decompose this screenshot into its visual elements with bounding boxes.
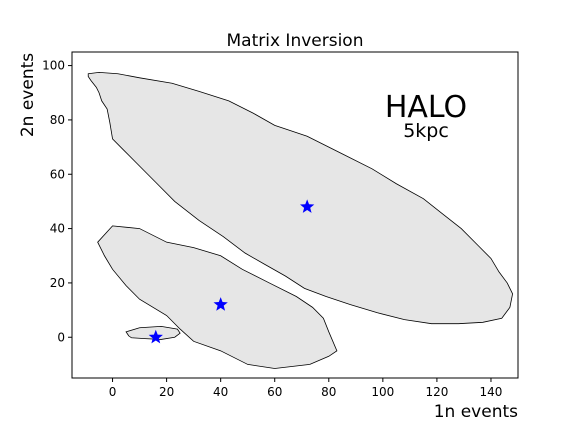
y-tick-label: 20 xyxy=(50,276,65,290)
annotation-title: HALO xyxy=(385,90,467,125)
annotation-subtitle: 5kpc xyxy=(403,120,449,142)
y-tick-label: 60 xyxy=(50,167,65,181)
y-tick-label: 40 xyxy=(50,222,65,236)
markers-layer xyxy=(148,199,315,344)
x-tick-label: 80 xyxy=(321,385,336,399)
y-tick-label: 80 xyxy=(50,113,65,127)
x-tick-label: 40 xyxy=(213,385,228,399)
region-3 xyxy=(125,325,181,340)
x-axis: 0 20 40 60 80 100 120 140 xyxy=(109,378,503,399)
x-tick-label: 100 xyxy=(371,385,394,399)
plot-frame xyxy=(71,51,519,379)
y-axis-label: 2n events xyxy=(18,53,38,137)
x-axis-label: 1n events xyxy=(434,402,518,422)
region-1 xyxy=(87,71,514,325)
region-2 xyxy=(97,225,338,369)
x-tick-label: 60 xyxy=(267,385,282,399)
y-axis: 0 20 40 60 80 100 xyxy=(42,59,72,344)
chart-title: Matrix Inversion xyxy=(227,31,364,51)
marker-star-1 xyxy=(300,199,315,213)
y-tick-label: 100 xyxy=(42,59,65,73)
y-tick-label: 0 xyxy=(57,330,65,344)
marker-star-2 xyxy=(213,297,228,311)
regions-layer xyxy=(87,71,514,369)
x-tick-label: 140 xyxy=(480,385,503,399)
x-tick-label: 20 xyxy=(159,385,174,399)
marker-star-3 xyxy=(148,329,163,344)
x-tick-label: 120 xyxy=(425,385,448,399)
x-tick-label: 0 xyxy=(109,385,117,399)
